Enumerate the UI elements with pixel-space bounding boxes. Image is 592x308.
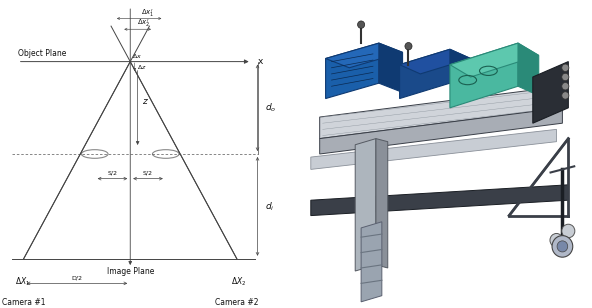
Polygon shape — [320, 86, 562, 139]
Text: z: z — [142, 97, 147, 106]
Text: $\Delta x$: $\Delta x$ — [131, 52, 141, 60]
Polygon shape — [376, 139, 388, 268]
Text: $\Delta X_1$: $\Delta X_1$ — [15, 276, 30, 288]
Circle shape — [557, 241, 568, 252]
Polygon shape — [326, 43, 403, 68]
Text: Object Plane: Object Plane — [18, 49, 66, 58]
Polygon shape — [450, 43, 539, 77]
Text: $\Delta x_2'$: $\Delta x_2'$ — [137, 18, 150, 30]
Text: $\Delta X_2$: $\Delta X_2$ — [231, 276, 246, 288]
Text: $d_o$: $d_o$ — [265, 102, 276, 114]
Text: $\Delta x_1'$: $\Delta x_1'$ — [141, 8, 155, 20]
Text: $d_i$: $d_i$ — [265, 200, 274, 213]
Text: S/2: S/2 — [143, 171, 153, 176]
Polygon shape — [311, 185, 568, 216]
Polygon shape — [400, 49, 450, 99]
Circle shape — [405, 43, 412, 50]
Text: Camera #1: Camera #1 — [2, 298, 46, 307]
Polygon shape — [326, 43, 379, 99]
Polygon shape — [311, 129, 556, 169]
Text: Image Plane: Image Plane — [107, 267, 154, 276]
Polygon shape — [450, 49, 471, 92]
Circle shape — [562, 224, 575, 238]
Polygon shape — [533, 62, 568, 123]
Polygon shape — [320, 108, 562, 154]
Polygon shape — [400, 49, 471, 74]
Circle shape — [552, 236, 573, 257]
Circle shape — [550, 233, 563, 247]
Text: $\Delta z$: $\Delta z$ — [137, 63, 146, 71]
Text: Camera #2: Camera #2 — [215, 298, 259, 307]
Polygon shape — [379, 43, 403, 92]
Polygon shape — [361, 222, 382, 302]
Circle shape — [358, 21, 365, 28]
Text: S/2: S/2 — [108, 171, 117, 176]
Circle shape — [562, 73, 569, 81]
Circle shape — [562, 64, 569, 71]
Text: D/2: D/2 — [72, 276, 82, 281]
Polygon shape — [518, 43, 539, 95]
Text: x: x — [258, 57, 263, 66]
Polygon shape — [355, 139, 376, 271]
Circle shape — [562, 83, 569, 90]
Circle shape — [562, 92, 569, 99]
Polygon shape — [450, 43, 518, 108]
